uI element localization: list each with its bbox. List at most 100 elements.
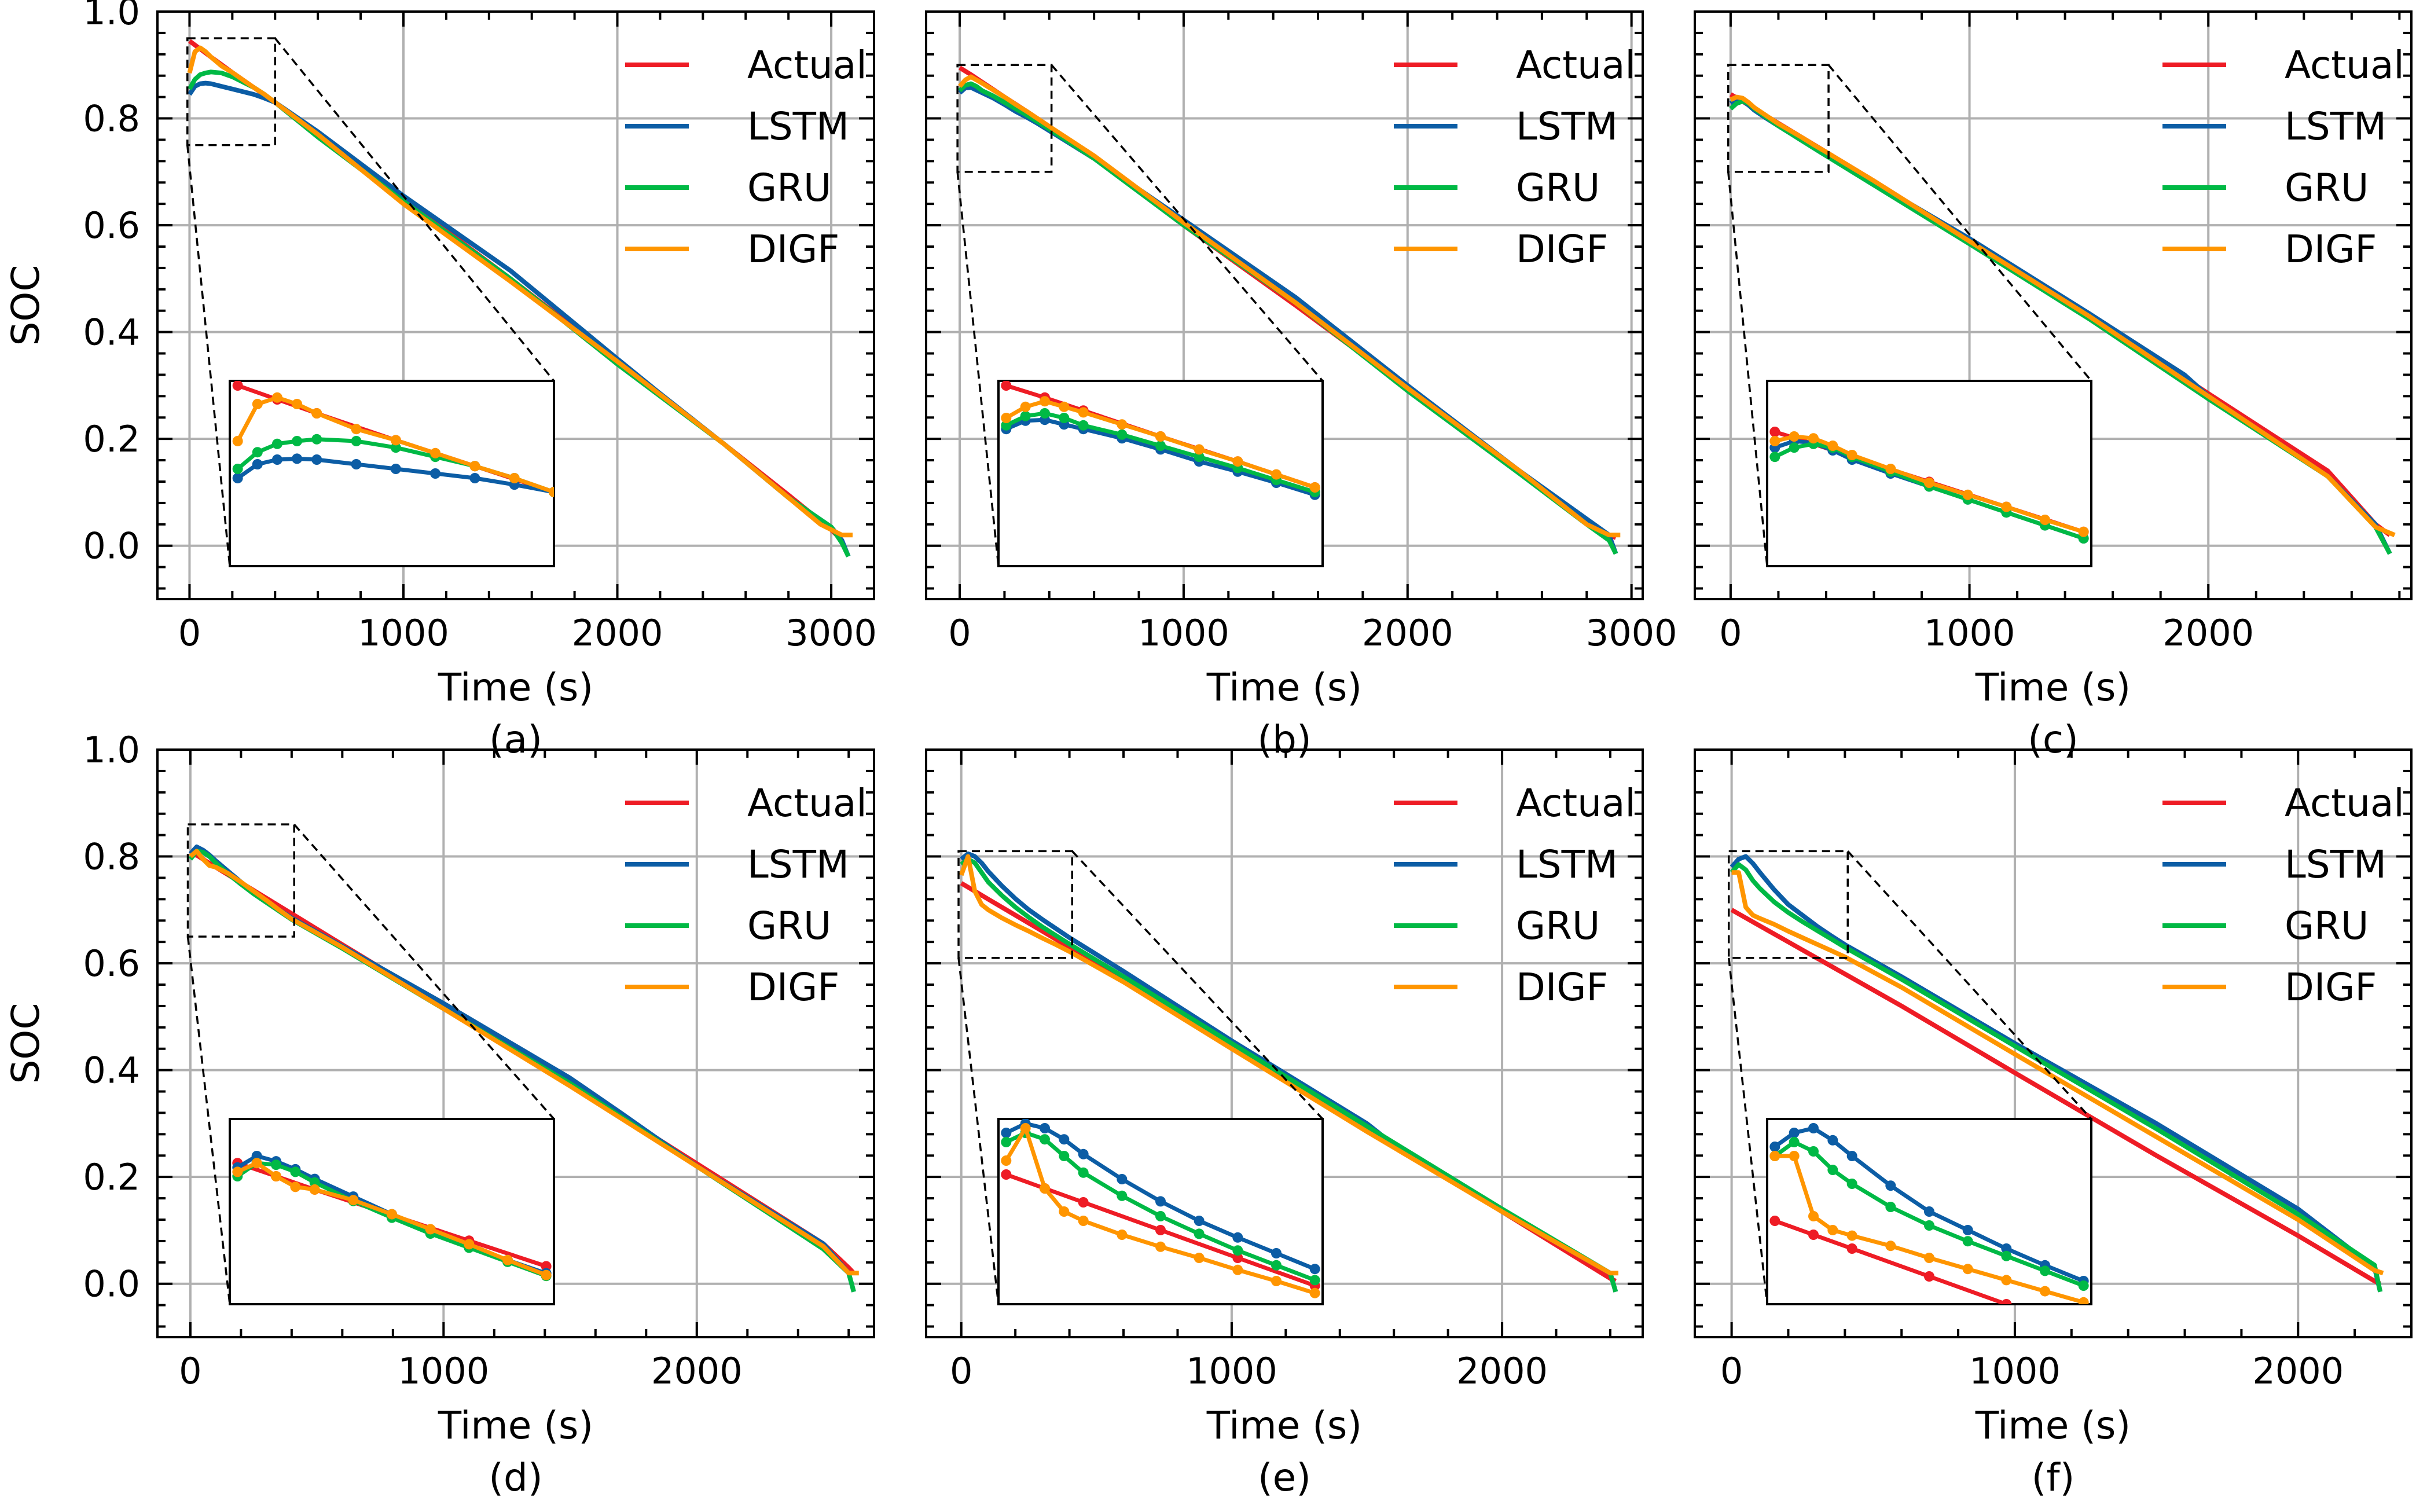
panel-label: (f) [2032, 1455, 2075, 1500]
inset-marker-gru [1078, 1167, 1089, 1178]
inset-marker-digf [1962, 489, 1973, 500]
inset-marker-digf [309, 1184, 320, 1195]
zoom-connector [1051, 64, 1324, 382]
x-tick-label: 1000 [358, 612, 449, 654]
zoom-connector [957, 957, 1000, 1305]
inset-marker-digf [348, 1195, 359, 1206]
inset-series [1769, 427, 2089, 544]
inset-marker-gru [1885, 1202, 1896, 1212]
inset-marker-actual [1001, 1169, 1012, 1180]
x-tick-label: 2000 [1456, 1350, 1548, 1392]
inset-axes [1766, 380, 2092, 567]
inset-marker-lstm [1962, 1225, 1973, 1235]
x-tick-label: 1000 [398, 1350, 489, 1392]
panel-b: 0 1000 2000 3000 Time (s) (b) Actual LSTM GRU DIG… [925, 10, 1677, 762]
inset-marker-gru [1001, 420, 1012, 431]
inset-marker-digf [1117, 419, 1128, 430]
zoom-connector [1071, 850, 1324, 1120]
x-axis-label: Time (s) [438, 1403, 593, 1448]
x-axis-label: Time (s) [438, 665, 593, 710]
inset-marker-digf [469, 461, 480, 472]
y-tick-label: 0.0 [83, 525, 140, 567]
panel-d: 0 1000 2000 0.0 0.2 0.4 0.6 0.8 1.0 SOC Time (s) (d… [3, 729, 875, 1500]
inset-marker-lstm [1117, 1174, 1128, 1184]
legend-label-lstm: LSTM [2285, 104, 2386, 149]
inset-marker-digf [1001, 1155, 1012, 1166]
inset-marker-actual [1232, 1253, 1243, 1263]
inset-marker-lstm [271, 454, 282, 465]
panel-a: 0 1000 2000 3000 0.0 0.2 0.4 0.6 0.8 1.0 SOC Time (… [3, 0, 877, 762]
inset-marker-gru [1194, 1228, 1205, 1239]
y-tick-label: 0.8 [83, 98, 140, 140]
inset-marker-actual [232, 381, 243, 391]
inset-marker-gru [1271, 1260, 1282, 1271]
inset-marker-actual [1078, 1197, 1089, 1208]
legend-label-gru: GRU [747, 166, 831, 210]
legend-label-lstm: LSTM [1516, 842, 1618, 887]
legend-label-lstm: LSTM [747, 842, 849, 887]
inset-marker-digf [271, 1171, 281, 1182]
zoom-region [186, 823, 295, 938]
zoom-region [1727, 850, 1849, 959]
inset-marker-digf [2001, 1275, 2012, 1286]
zoom-connector [293, 824, 555, 1120]
inset-marker-digf [1309, 482, 1320, 493]
series-line-digf [187, 45, 853, 538]
inset-marker-digf [464, 1239, 475, 1250]
inset-marker-digf [1040, 1183, 1050, 1194]
inset-marker-digf [2001, 501, 2012, 512]
inset-marker-digf [232, 436, 243, 446]
x-axis-label: Time (s) [1975, 665, 2131, 710]
inset-marker-digf [1309, 1287, 1320, 1298]
inset-marker-gru [1827, 1165, 1838, 1175]
x-tick-label: 0 [1720, 1350, 1743, 1392]
plot-frame [1694, 748, 2413, 1338]
inset-marker-lstm [292, 453, 303, 464]
inset-marker-digf [1769, 436, 1780, 446]
inset-marker-digf [1040, 396, 1050, 407]
inset-marker-gru [1155, 441, 1166, 451]
inset-marker-digf [502, 1254, 513, 1265]
inset-marker-digf [430, 447, 441, 458]
x-axis-label: Time (s) [1975, 1403, 2131, 1448]
inset-marker-lstm [351, 459, 362, 469]
inset-marker-lstm [1078, 1148, 1089, 1159]
inset-marker-gru [271, 438, 282, 449]
inset-marker-digf [1808, 1211, 1819, 1221]
inset-marker-digf [1232, 456, 1243, 467]
inset-marker-gru [1232, 1245, 1243, 1256]
zoom-connector [1727, 171, 1768, 567]
legend-label-gru: GRU [2285, 166, 2369, 210]
x-tick-label: 2000 [572, 612, 663, 654]
inset-marker-digf [1827, 441, 1838, 451]
inset-marker-gru [1962, 1236, 1973, 1247]
inset-marker-digf [390, 435, 401, 446]
inset-marker-digf [1155, 1241, 1166, 1252]
legend: Actual LSTM GRU DIGF [2162, 781, 2404, 1010]
inset-line-actual [1005, 1172, 1316, 1288]
plot-frame [156, 10, 875, 600]
series-lines [188, 844, 859, 1293]
inset-marker-gru [232, 464, 243, 474]
inset-marker-gru [1117, 1190, 1128, 1201]
x-tick-label: 2000 [2162, 612, 2254, 654]
inset-marker-gru [271, 1159, 281, 1170]
inset-marker-actual [1155, 1225, 1166, 1235]
inset-marker-actual [2001, 1299, 2012, 1304]
inset-marker-digf [1962, 1264, 1973, 1275]
inset-marker-gru [2040, 1265, 2050, 1276]
x-tick-label: 1000 [1969, 1350, 2061, 1392]
series-line-digf [957, 74, 1621, 538]
inset-marker-gru [2001, 1250, 2012, 1261]
panel-c: 0 1000 2000 Time (s) (c) Actual LSTM GRU DIGF [1694, 10, 2413, 762]
series-lines [957, 65, 1621, 555]
legend-label-gru: GRU [1516, 904, 1600, 948]
inset-marker-lstm [1001, 1128, 1012, 1138]
inset-marker-digf [1789, 431, 1800, 442]
inset-marker-digf [1808, 433, 1819, 444]
inset-series [232, 1151, 552, 1282]
series-line-digf [1730, 94, 2396, 537]
x-tick-label: 3000 [1586, 612, 1677, 654]
inset-marker-digf [1827, 1225, 1838, 1235]
panel-label: (b) [1257, 717, 1311, 762]
